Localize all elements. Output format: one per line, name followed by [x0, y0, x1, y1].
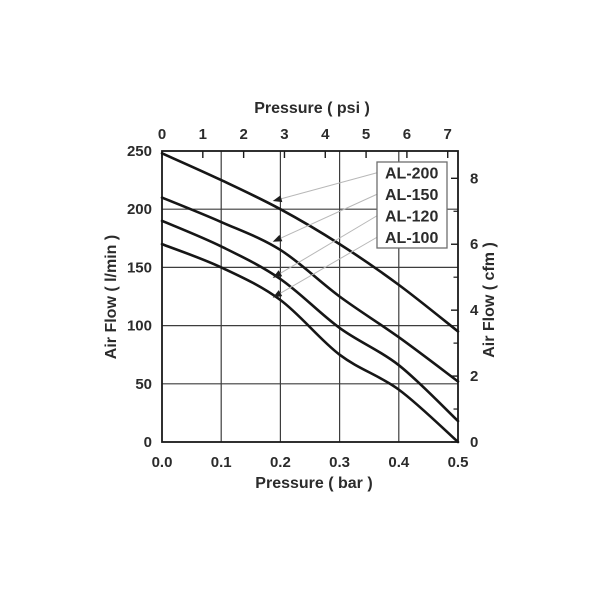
plot-frame — [161, 150, 459, 443]
legend-box: AL-200 AL-150 AL-120 AL-100 — [376, 161, 448, 249]
legend-item-al-200: AL-200 — [385, 165, 438, 182]
top-tick-label: 3 — [280, 126, 288, 143]
legend-item-al-120: AL-120 — [385, 208, 438, 225]
right-axis-title: Air Flow ( cfm ) — [481, 242, 498, 358]
left-tick-label: 250 — [127, 143, 152, 160]
top-tick-label: 5 — [362, 126, 370, 143]
top-tick-label: 0 — [158, 126, 166, 143]
bottom-tick-label: 0.4 — [388, 454, 410, 471]
top-tick-label: 7 — [444, 126, 452, 143]
curve-al-100 — [160, 242, 460, 444]
top-tick-label: 1 — [199, 126, 207, 143]
bottom-tick-label: 0.0 — [152, 454, 173, 471]
plot-border — [161, 150, 459, 443]
left-tick-label: 150 — [127, 259, 152, 276]
right-tick-label: 2 — [470, 368, 478, 385]
leader-arrowhead-al-200 — [272, 195, 283, 203]
bottom-tick-label: 0.5 — [448, 454, 469, 471]
right-tick-label: 4 — [470, 302, 479, 319]
axis-ticks — [161, 151, 458, 443]
curve-al-120 — [160, 219, 460, 423]
top-tick-label: 2 — [239, 126, 247, 143]
legend-leader-lines — [272, 172, 378, 298]
leader-arrowhead-al-120 — [272, 270, 283, 278]
bottom-axis-title: Pressure ( bar ) — [255, 475, 372, 492]
right-tick-label: 8 — [470, 170, 478, 187]
leader-arrowhead-al-100 — [272, 290, 283, 298]
tick-labels: 0.0 0.1 0.2 0.3 0.4 0.50 1 2 3 4 5 6 725020015010050… — [127, 126, 479, 471]
left-axis-title: Air Flow ( l/min ) — [103, 235, 120, 359]
curve-al-200 — [160, 152, 460, 333]
left-tick-label: 0 — [144, 434, 152, 451]
leader-line-al-120 — [277, 215, 378, 276]
curve-al-150 — [160, 196, 460, 383]
right-tick-label: 6 — [470, 236, 478, 253]
right-tick-label: 0 — [470, 434, 478, 451]
legend-item-al-150: AL-150 — [385, 187, 438, 204]
bottom-tick-label: 0.1 — [211, 454, 232, 471]
leader-line-al-100 — [277, 236, 378, 296]
top-tick-label: 6 — [403, 126, 411, 143]
bottom-tick-label: 0.3 — [329, 454, 350, 471]
top-tick-label: 4 — [321, 126, 330, 143]
legend-frame — [376, 161, 448, 249]
leader-arrowhead-al-150 — [272, 234, 283, 242]
leader-line-al-150 — [277, 193, 378, 240]
legend-item-al-100: AL-100 — [385, 230, 438, 247]
data-curves — [160, 152, 460, 444]
bottom-tick-label: 0.2 — [270, 454, 291, 471]
left-tick-label: 200 — [127, 201, 152, 218]
left-tick-label: 100 — [127, 318, 152, 335]
left-tick-label: 50 — [135, 376, 152, 393]
top-axis-title: Pressure ( psi ) — [254, 100, 370, 117]
leader-line-al-200 — [278, 172, 378, 200]
